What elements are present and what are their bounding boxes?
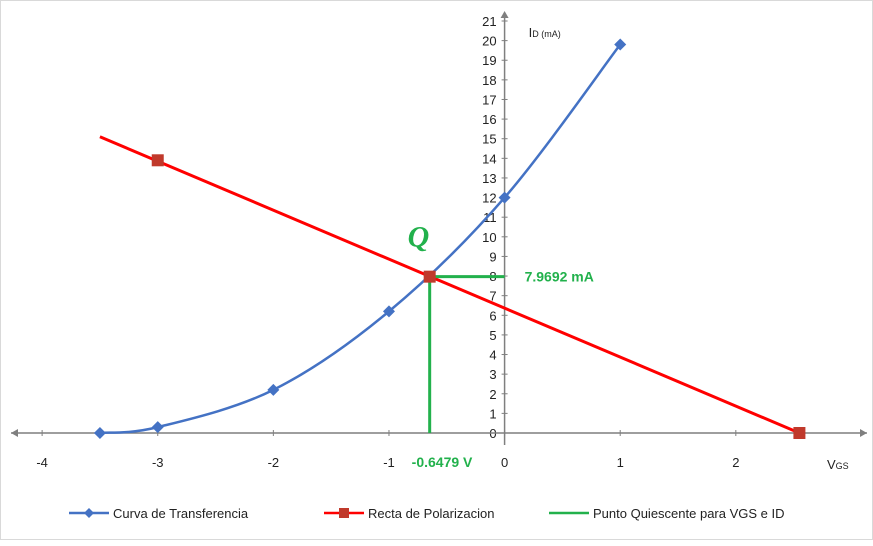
x-tick-label: -2 [268, 455, 280, 470]
y-axis-arrow [501, 11, 509, 18]
transfer-curve-point [152, 421, 164, 433]
y-tick-label: 5 [489, 328, 496, 343]
y-tick-label: 20 [482, 34, 496, 49]
y-tick-label: 3 [489, 367, 496, 382]
x-axis-label: VGS [827, 457, 849, 472]
y-tick-label: 18 [482, 73, 496, 88]
x-tick-label: -4 [36, 455, 48, 470]
q-point-marker [424, 271, 436, 283]
q-point-label: Q [408, 221, 430, 254]
legend-label-q: Punto Quiescente para VGS e ID [593, 506, 785, 521]
x-tick-label: 2 [732, 455, 739, 470]
y-tick-label: 17 [482, 92, 496, 107]
x-tick-label: 0 [501, 455, 508, 470]
transfer-curve-line [100, 45, 620, 433]
y-tick-labels: 0123456789101112131415161718192021 [482, 14, 496, 441]
x-tick-label: -1 [383, 455, 395, 470]
y-tick-label: 21 [482, 14, 496, 29]
x-axis-arrow-left [11, 429, 18, 437]
bias-line [100, 137, 799, 433]
x-tick-labels: -4 -3 -2 -1 0 1 2 [36, 455, 739, 470]
legend-marker-transfer [84, 508, 94, 518]
y-tick-label: 2 [489, 387, 496, 402]
id-value-annotation: 7.9692 mA [525, 269, 594, 285]
y-tick-label: 16 [482, 112, 496, 127]
legend: Curva de Transferencia Recta de Polarizac… [69, 506, 785, 521]
x-axis-arrow-right [860, 429, 867, 437]
y-tick-label: 9 [489, 249, 496, 264]
vgs-value-annotation: -0.6479 V [412, 454, 473, 470]
y-tick-label: 14 [482, 151, 496, 166]
transfer-curve-point [267, 384, 279, 396]
y-tick-label: 13 [482, 171, 496, 186]
bias-line-point [152, 154, 164, 166]
bias-line-point [793, 427, 805, 439]
series-layer [94, 39, 805, 439]
y-tick-label: 19 [482, 53, 496, 68]
y-axis-label: ID (mA) [529, 25, 561, 40]
x-tick-label: -3 [152, 455, 164, 470]
y-tick-label: 12 [482, 191, 496, 206]
legend-label-transfer: Curva de Transferencia [113, 506, 249, 521]
y-tick-label: 1 [489, 406, 496, 421]
transfer-curve-point [94, 427, 106, 439]
y-tick-label: 10 [482, 230, 496, 245]
x-tick-label: 1 [617, 455, 624, 470]
legend-label-bias: Recta de Polarizacion [368, 506, 494, 521]
legend-marker-bias [339, 508, 349, 518]
axes: ID (mA) VGS [11, 11, 867, 472]
y-tick-label: 4 [489, 348, 496, 363]
y-tick-label: 15 [482, 132, 496, 147]
y-tick-label: 6 [489, 308, 496, 323]
